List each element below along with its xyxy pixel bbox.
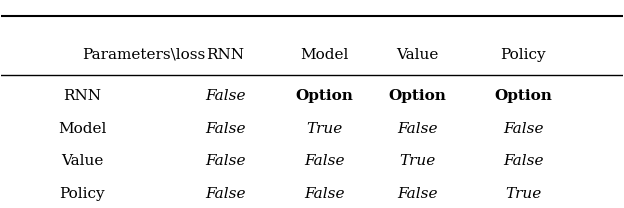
Text: False: False — [205, 122, 245, 136]
Text: Option: Option — [389, 89, 447, 103]
Text: Parameters\loss: Parameters\loss — [82, 48, 205, 62]
Text: True: True — [505, 187, 542, 201]
Text: Option: Option — [494, 89, 552, 103]
Text: Option: Option — [296, 89, 353, 103]
Text: False: False — [397, 122, 438, 136]
Text: False: False — [205, 155, 245, 168]
Text: True: True — [399, 155, 436, 168]
Text: Model: Model — [58, 122, 106, 136]
Text: Value: Value — [61, 155, 104, 168]
Text: False: False — [304, 155, 344, 168]
Text: False: False — [503, 155, 544, 168]
Text: Policy: Policy — [59, 187, 105, 201]
Text: False: False — [503, 122, 544, 136]
Text: RNN: RNN — [206, 48, 244, 62]
Text: RNN: RNN — [63, 89, 101, 103]
Text: False: False — [205, 187, 245, 201]
Text: False: False — [397, 187, 438, 201]
Text: Value: Value — [396, 48, 439, 62]
Text: Model: Model — [300, 48, 349, 62]
Text: True: True — [306, 122, 343, 136]
Text: Policy: Policy — [500, 48, 546, 62]
Text: False: False — [205, 89, 245, 103]
Text: False: False — [304, 187, 344, 201]
